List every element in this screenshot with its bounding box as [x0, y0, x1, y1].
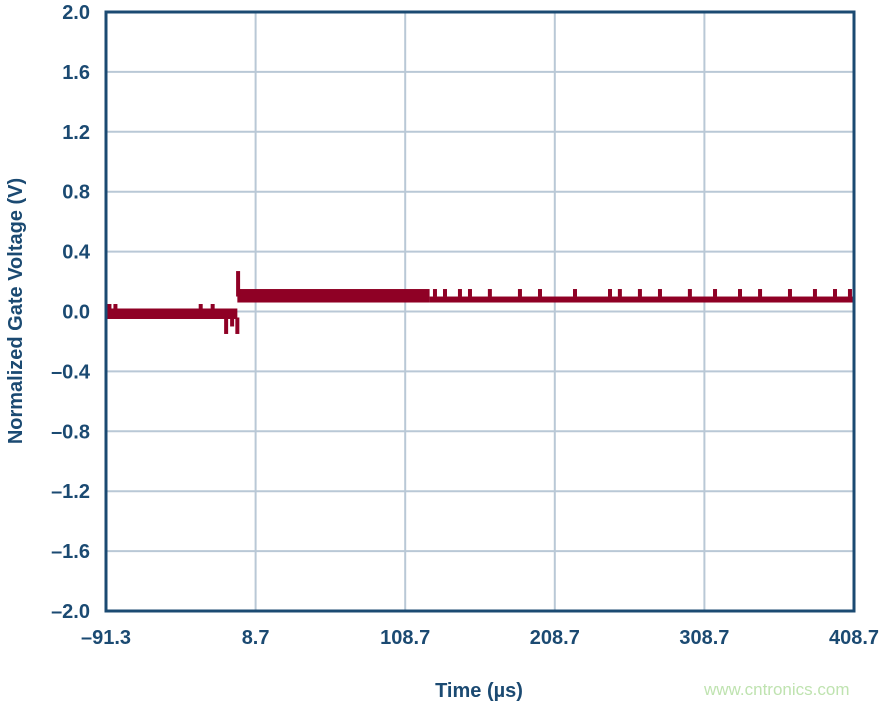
signal-spike: [517, 289, 522, 297]
signal-spike: [812, 289, 817, 297]
signal-spike: [210, 304, 215, 309]
signal-spike: [224, 317, 229, 334]
y-tick-label: –1.6: [51, 541, 90, 563]
signal-spike: [657, 289, 662, 297]
signal-spike: [113, 304, 118, 309]
tick-labels: –91.3 8.7 108.7 208.7 308.7 408.7 2.0 1.6 1.2 0.8…: [51, 2, 879, 649]
x-tick-label: –91.3: [81, 627, 131, 649]
signal-spike: [432, 289, 437, 297]
signal-spike: [107, 304, 112, 309]
y-axis-label: Normalized Gate Voltage (V): [5, 178, 27, 444]
data-series: [106, 271, 854, 334]
x-tick-label: 8.7: [242, 627, 270, 649]
signal-spike: [833, 289, 838, 297]
y-tick-label: –0.8: [51, 421, 90, 443]
signal-spike: [457, 289, 462, 297]
signal-spike: [617, 289, 622, 297]
y-tick-label: –0.4: [51, 361, 91, 383]
signal-band: [106, 308, 238, 319]
x-axis-label: Time (µs): [435, 680, 523, 702]
plot-frame: [104, 10, 856, 613]
signal-spike: [713, 289, 718, 297]
signal-spike: [235, 317, 240, 334]
y-tick-label: 1.2: [62, 122, 90, 144]
signal-spike: [442, 289, 447, 297]
y-tick-label: –2.0: [51, 601, 90, 623]
signal-spike: [758, 289, 763, 297]
signal-spike: [687, 289, 692, 297]
signal-spike: [230, 317, 235, 327]
signal-band: [429, 296, 854, 303]
signal-spike: [608, 289, 613, 297]
x-tick-label: 108.7: [380, 627, 430, 649]
y-tick-label: –1.2: [51, 481, 90, 503]
signal-spike: [787, 289, 792, 297]
signal-spike: [847, 289, 852, 297]
y-tick-label: 2.0: [62, 2, 90, 24]
y-tick-label: 0.4: [62, 242, 91, 264]
signal-spike: [537, 289, 542, 297]
signal-spike: [738, 289, 743, 297]
signal-spike: [572, 289, 577, 297]
x-tick-label: 408.7: [829, 627, 879, 649]
signal-band: [237, 289, 430, 303]
signal-spike: [637, 289, 642, 297]
signal-spike: [236, 271, 241, 297]
y-tick-label: 0.0: [62, 302, 90, 324]
watermark: www.cntronics.com: [704, 680, 850, 699]
signal-spike: [467, 289, 472, 297]
y-tick-label: 1.6: [62, 62, 90, 84]
signal-spike: [198, 304, 203, 309]
x-tick-label: 308.7: [679, 627, 729, 649]
signal-spike: [487, 289, 492, 297]
x-tick-label: 208.7: [530, 627, 580, 649]
y-tick-label: 0.8: [62, 182, 90, 204]
